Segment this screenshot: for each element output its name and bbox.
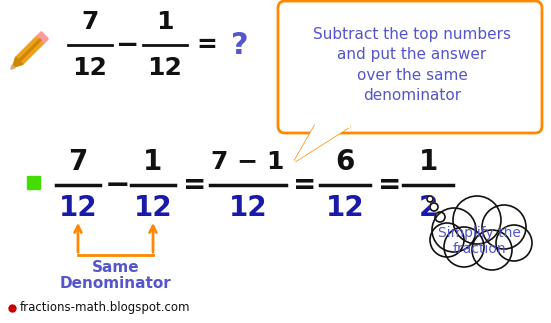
- Text: 7: 7: [68, 148, 88, 176]
- Text: 7: 7: [82, 10, 99, 34]
- Text: 1: 1: [156, 10, 174, 34]
- Polygon shape: [37, 32, 48, 43]
- Bar: [27, 176, 40, 189]
- Text: 12: 12: [148, 56, 182, 80]
- Text: 12: 12: [326, 194, 364, 222]
- Polygon shape: [19, 39, 41, 61]
- Text: over the same: over the same: [356, 68, 467, 82]
- Text: and put the answer: and put the answer: [337, 47, 487, 62]
- Polygon shape: [12, 57, 23, 68]
- Text: 7 − 1: 7 − 1: [212, 150, 285, 174]
- Text: Same: Same: [91, 261, 139, 276]
- Text: =: =: [293, 171, 317, 199]
- Circle shape: [453, 196, 501, 244]
- Circle shape: [435, 212, 445, 222]
- Circle shape: [432, 208, 476, 252]
- Polygon shape: [16, 36, 44, 64]
- Text: 1: 1: [418, 148, 437, 176]
- Text: 6: 6: [336, 148, 355, 176]
- Text: fraction: fraction: [452, 242, 506, 256]
- Text: ?: ?: [231, 30, 249, 59]
- Circle shape: [430, 223, 464, 257]
- Text: =: =: [379, 171, 402, 199]
- Text: 2: 2: [418, 194, 437, 222]
- Text: =: =: [183, 171, 207, 199]
- Polygon shape: [295, 126, 350, 161]
- Text: 12: 12: [229, 194, 267, 222]
- Text: Simplify the: Simplify the: [437, 226, 521, 240]
- Circle shape: [496, 225, 532, 261]
- Text: 1: 1: [143, 148, 163, 176]
- Text: =: =: [197, 33, 218, 57]
- Text: denominator: denominator: [363, 88, 461, 102]
- Text: −: −: [105, 171, 131, 200]
- Text: −: −: [116, 31, 139, 59]
- Text: 12: 12: [134, 194, 172, 222]
- Circle shape: [482, 205, 526, 249]
- Circle shape: [444, 227, 484, 267]
- Text: 12: 12: [59, 194, 98, 222]
- Polygon shape: [11, 65, 15, 69]
- Text: 12: 12: [73, 56, 107, 80]
- Text: Subtract the top numbers: Subtract the top numbers: [313, 27, 511, 43]
- Circle shape: [430, 203, 438, 211]
- Text: Denominator: Denominator: [60, 276, 171, 290]
- Circle shape: [427, 196, 433, 202]
- FancyBboxPatch shape: [278, 1, 542, 133]
- Circle shape: [472, 230, 512, 270]
- Text: fractions-math.blogspot.com: fractions-math.blogspot.com: [20, 301, 191, 315]
